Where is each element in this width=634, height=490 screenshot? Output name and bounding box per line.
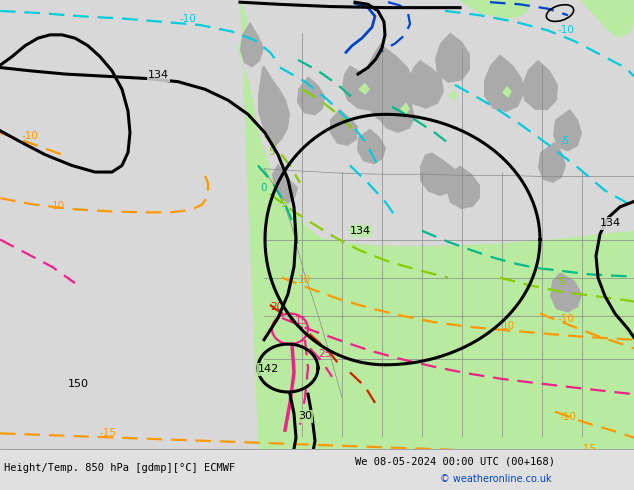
- Text: -15: -15: [100, 428, 117, 438]
- Text: 134: 134: [350, 226, 371, 236]
- Polygon shape: [460, 0, 530, 19]
- Polygon shape: [258, 65, 290, 147]
- Text: 10: 10: [52, 201, 65, 211]
- Polygon shape: [240, 22, 264, 68]
- Text: We 08-05-2024 00:00 UTC (00+168): We 08-05-2024 00:00 UTC (00+168): [355, 457, 555, 466]
- Polygon shape: [550, 272, 582, 313]
- Polygon shape: [435, 33, 470, 83]
- Polygon shape: [553, 109, 582, 151]
- Polygon shape: [522, 60, 558, 110]
- Text: 10: 10: [298, 275, 311, 285]
- Polygon shape: [420, 152, 458, 196]
- Polygon shape: [406, 60, 444, 109]
- Polygon shape: [330, 109, 358, 146]
- Text: -10: -10: [558, 24, 575, 35]
- Text: Height/Temp. 850 hPa [gdmp][°C] ECMWF: Height/Temp. 850 hPa [gdmp][°C] ECMWF: [4, 463, 235, 473]
- Bar: [0, 449, 634, 490]
- Text: 5: 5: [558, 277, 565, 287]
- Text: 5: 5: [268, 147, 275, 157]
- Text: 15: 15: [295, 317, 308, 326]
- Text: -10: -10: [22, 131, 39, 142]
- Polygon shape: [400, 102, 410, 114]
- Text: -10: -10: [558, 314, 575, 324]
- Polygon shape: [238, 0, 634, 490]
- Text: -10: -10: [180, 14, 197, 24]
- Polygon shape: [502, 86, 512, 98]
- Text: 30: 30: [298, 411, 312, 421]
- Polygon shape: [362, 44, 415, 122]
- Polygon shape: [484, 54, 524, 112]
- Text: 10: 10: [502, 321, 515, 331]
- Text: 25: 25: [318, 349, 331, 359]
- Text: 20: 20: [270, 302, 283, 312]
- Polygon shape: [580, 0, 634, 38]
- Text: 150: 150: [68, 379, 89, 389]
- Polygon shape: [297, 76, 325, 116]
- Text: -15: -15: [580, 444, 597, 454]
- Text: © weatheronline.co.uk: © weatheronline.co.uk: [440, 474, 552, 484]
- Text: 134: 134: [148, 71, 169, 80]
- Text: 5: 5: [280, 199, 287, 209]
- Text: -10: -10: [560, 412, 577, 422]
- Polygon shape: [272, 163, 298, 204]
- Polygon shape: [357, 128, 386, 165]
- Text: 134: 134: [600, 219, 621, 228]
- Polygon shape: [446, 166, 480, 209]
- Text: 0: 0: [260, 183, 266, 193]
- Polygon shape: [378, 87, 415, 133]
- Polygon shape: [342, 65, 385, 111]
- Text: -5: -5: [560, 136, 571, 146]
- Polygon shape: [358, 83, 370, 95]
- Polygon shape: [538, 142, 566, 183]
- Polygon shape: [448, 89, 458, 101]
- Text: 142: 142: [258, 365, 279, 374]
